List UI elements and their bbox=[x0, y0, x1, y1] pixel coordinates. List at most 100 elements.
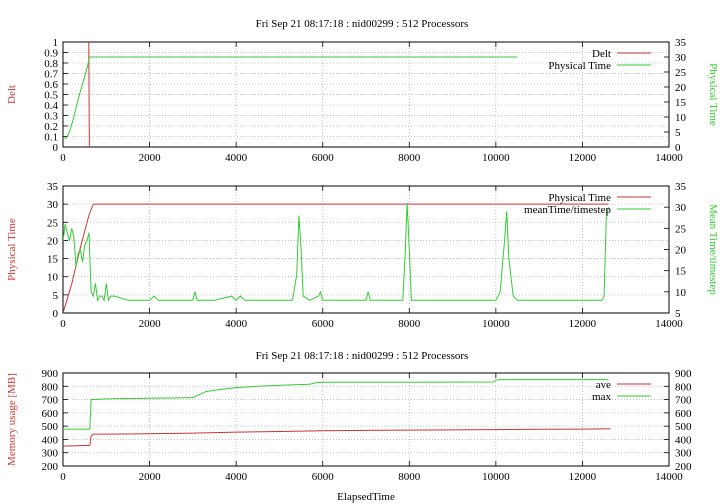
y-tick-label: 0.8 bbox=[44, 58, 58, 70]
y-tick-label: 0.2 bbox=[44, 121, 58, 133]
x-tick-label: 6000 bbox=[312, 152, 335, 164]
series-line-physical-time bbox=[63, 56, 518, 139]
y2-tick-label: 300 bbox=[675, 448, 692, 460]
series-line-meantime-timestep bbox=[63, 202, 609, 302]
y-tick-label: 0.3 bbox=[44, 111, 58, 123]
y2-tick-label: 35 bbox=[675, 37, 687, 49]
legend-label: Physical Time bbox=[548, 192, 611, 204]
y2-tick-label: 30 bbox=[675, 52, 687, 64]
x-tick-label: 2000 bbox=[139, 318, 162, 330]
top-figure-title: Fri Sep 21 08:17:18 : nid00299 : 512 Pro… bbox=[256, 18, 469, 30]
y2-tick-label: 5 bbox=[675, 308, 681, 320]
y2-tick-label: 600 bbox=[675, 408, 692, 420]
y2-axis-label: Physical Time bbox=[707, 63, 719, 126]
y2-tick-label: 5 bbox=[675, 127, 681, 139]
legend-label: max bbox=[592, 391, 611, 403]
y2-tick-label: 30 bbox=[675, 202, 687, 214]
x-tick-label: 4000 bbox=[225, 318, 248, 330]
y2-tick-label: 800 bbox=[675, 381, 692, 393]
y-tick-label: 0.9 bbox=[44, 48, 58, 60]
y2-tick-label: 900 bbox=[675, 368, 692, 380]
y-tick-label: 35 bbox=[47, 181, 59, 193]
x-tick-label: 0 bbox=[60, 152, 66, 164]
y-tick-label: 0.7 bbox=[44, 69, 58, 81]
y2-tick-label: 15 bbox=[675, 266, 687, 278]
y2-tick-label: 25 bbox=[675, 223, 687, 235]
y-tick-label: 600 bbox=[42, 408, 59, 420]
y2-tick-label: 20 bbox=[675, 82, 687, 94]
y-tick-label: 200 bbox=[42, 461, 59, 473]
x-tick-label: 8000 bbox=[398, 471, 421, 483]
y-tick-label: 700 bbox=[42, 395, 59, 407]
y-tick-label: 25 bbox=[47, 217, 59, 229]
y-tick-label: 10 bbox=[47, 272, 59, 284]
x-axis-label: ElapsedTime bbox=[337, 491, 395, 503]
chart-panel-3: 0 2000 4000 6000 8000 10000 12000 1400020030040… bbox=[6, 350, 692, 503]
x-tick-label: 0 bbox=[60, 318, 66, 330]
y-tick-label: 500 bbox=[42, 421, 59, 433]
y2-tick-label: 0 bbox=[675, 142, 681, 154]
x-tick-label: 10000 bbox=[482, 471, 510, 483]
y2-tick-label: 10 bbox=[675, 287, 687, 299]
x-tick-label: 12000 bbox=[569, 152, 597, 164]
y-axis-label: Physical Time bbox=[6, 218, 18, 281]
chart-panels: 0 2000 4000 6000 8000 10000 12000 1400000.10.20… bbox=[6, 37, 719, 503]
x-tick-label: 8000 bbox=[398, 152, 421, 164]
y-tick-label: 0.6 bbox=[44, 79, 58, 91]
legend-label: Delt bbox=[592, 48, 611, 60]
x-tick-label: 14000 bbox=[655, 471, 683, 483]
y-tick-label: 400 bbox=[42, 434, 59, 446]
series-line-ave bbox=[63, 428, 611, 447]
y-tick-label: 900 bbox=[42, 368, 59, 380]
y2-tick-label: 10 bbox=[675, 112, 687, 124]
y2-tick-label: 15 bbox=[675, 97, 687, 109]
y-tick-label: 0 bbox=[53, 308, 59, 320]
x-tick-label: 12000 bbox=[569, 318, 597, 330]
x-tick-label: 2000 bbox=[139, 471, 162, 483]
x-tick-label: 14000 bbox=[655, 318, 683, 330]
y-tick-label: 20 bbox=[47, 235, 59, 247]
y2-axis-label: Mean Time/timestep bbox=[707, 204, 719, 295]
y-tick-label: 30 bbox=[47, 199, 59, 211]
plot-frame bbox=[62, 372, 670, 467]
legend-label: Physical Time bbox=[548, 60, 611, 72]
y2-tick-label: 35 bbox=[675, 181, 687, 193]
series-line-physical-time bbox=[63, 203, 609, 313]
chart-panel-2: 0 2000 4000 6000 8000 10000 12000 14000 0 5 10 15 20… bbox=[6, 181, 719, 330]
y-tick-label: 0 bbox=[53, 142, 59, 154]
y2-tick-label: 400 bbox=[675, 434, 692, 446]
y-tick-label: 0.1 bbox=[44, 132, 58, 144]
panel-title: Fri Sep 21 08:17:18 : nid00299 : 512 Pro… bbox=[256, 350, 469, 362]
legend-label: ave bbox=[596, 379, 611, 391]
y-tick-label: 1 bbox=[53, 37, 59, 49]
y-tick-label: 300 bbox=[42, 448, 59, 460]
y-tick-label: 0.5 bbox=[44, 90, 58, 102]
x-tick-label: 12000 bbox=[569, 471, 597, 483]
x-tick-label: 0 bbox=[60, 471, 66, 483]
legend-label: meanTime/timestep bbox=[524, 204, 611, 216]
y-tick-label: 0.4 bbox=[44, 100, 58, 112]
x-tick-label: 14000 bbox=[655, 152, 683, 164]
y-axis-label: Delt bbox=[6, 85, 18, 104]
y2-tick-label: 25 bbox=[675, 67, 687, 79]
y-axis-label: Memory usage [MB] bbox=[6, 373, 18, 466]
x-tick-label: 4000 bbox=[225, 471, 248, 483]
y2-tick-label: 200 bbox=[675, 461, 692, 473]
x-tick-label: 4000 bbox=[225, 152, 248, 164]
y-tick-label: 5 bbox=[53, 290, 59, 302]
x-tick-label: 10000 bbox=[482, 152, 510, 164]
y2-tick-label: 700 bbox=[675, 395, 692, 407]
series-line-max bbox=[63, 379, 609, 430]
y2-tick-label: 20 bbox=[675, 245, 687, 257]
y2-tick-label: 500 bbox=[675, 421, 692, 433]
y-tick-label: 800 bbox=[42, 381, 59, 393]
x-tick-label: 2000 bbox=[139, 152, 162, 164]
x-tick-label: 6000 bbox=[312, 318, 335, 330]
x-tick-label: 8000 bbox=[398, 318, 421, 330]
chart-panel-1: 0 2000 4000 6000 8000 10000 12000 1400000.10.20… bbox=[6, 37, 719, 164]
y-tick-label: 15 bbox=[47, 254, 59, 266]
x-tick-label: 10000 bbox=[482, 318, 510, 330]
series-line-delt bbox=[88, 42, 90, 147]
